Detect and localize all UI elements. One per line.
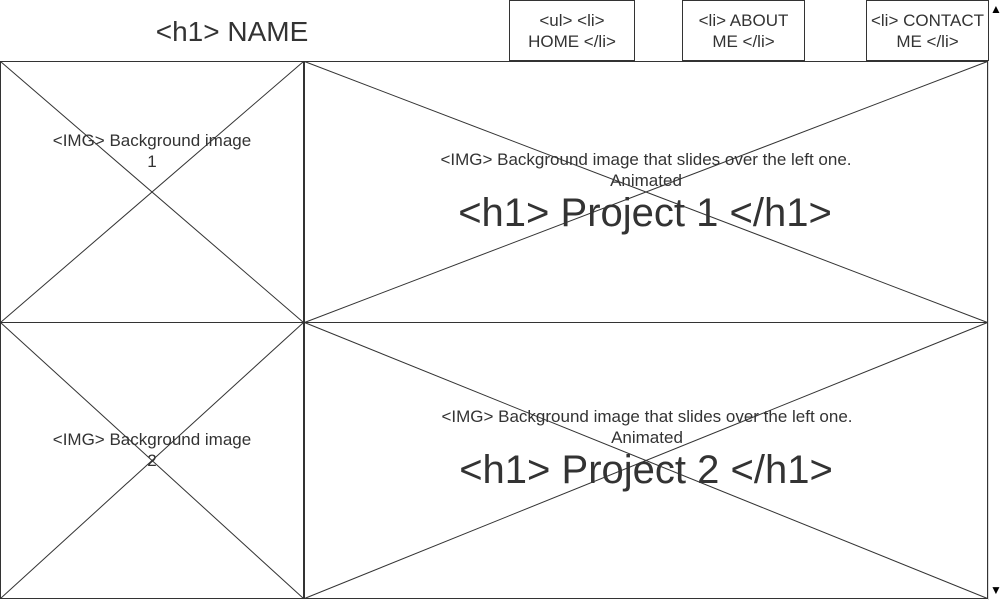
- image-2-label: <IMG> Background image 2: [52, 430, 252, 470]
- image-1-cross-b: [0, 61, 304, 323]
- project-2-heading: <h1> Project 2 </h1>: [459, 448, 833, 492]
- nav-item-home-label: <ul> <li> HOME </li>: [528, 10, 616, 51]
- scroll-up-arrow-icon[interactable]: ▲: [990, 2, 1002, 16]
- nav-item-contact-me[interactable]: <li> CONTACT ME </li>: [866, 0, 989, 61]
- project-1-cross-b: [304, 61, 988, 323]
- project-2-image-label: <IMG> Background image that slides over …: [441, 407, 853, 447]
- project-1-image-label: <IMG> Background image that slides over …: [440, 150, 852, 190]
- image-1-label: <IMG> Background image 1: [52, 131, 252, 171]
- scroll-down-arrow-icon[interactable]: ▼: [990, 583, 1002, 597]
- image-2-cross-b: [0, 322, 304, 599]
- image-2-box: [0, 322, 304, 599]
- nav-item-about-me[interactable]: <li> ABOUT ME </li>: [682, 0, 805, 61]
- project-1-heading: <h1> Project 1 </h1>: [458, 191, 832, 235]
- nav-item-contact-me-label: <li> CONTACT ME </li>: [870, 10, 985, 51]
- project-2-image-box: [304, 322, 988, 599]
- nav-item-about-me-label: <li> ABOUT ME </li>: [698, 10, 789, 51]
- nav-item-home[interactable]: <ul> <li> HOME </li>: [509, 0, 635, 61]
- project-2-cross-b: [304, 322, 988, 599]
- name-heading: <h1> NAME: [155, 16, 309, 47]
